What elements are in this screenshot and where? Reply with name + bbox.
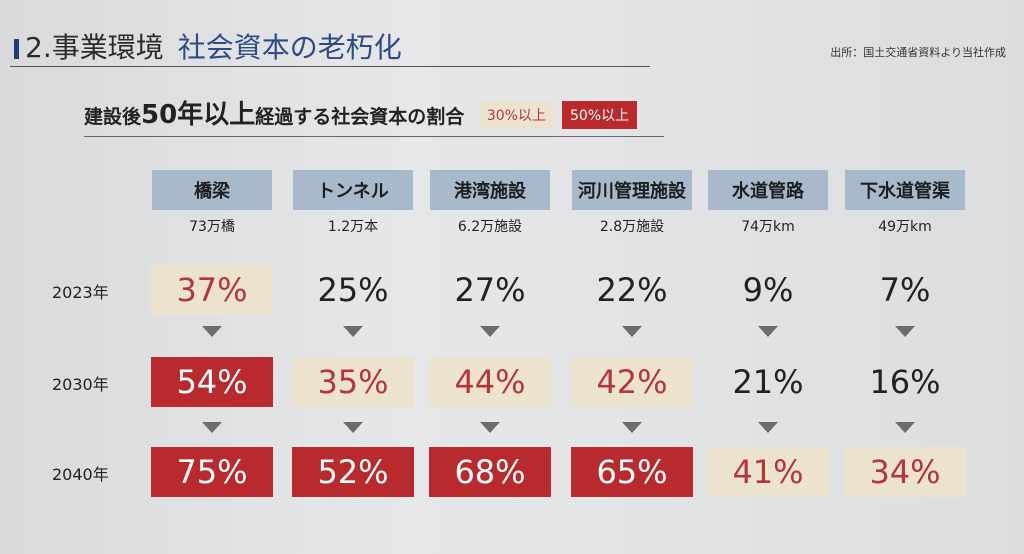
section-title: 2.事業環境 — [25, 31, 164, 64]
column-count: 74万km — [741, 219, 795, 235]
down-arrow-icon — [480, 326, 500, 337]
column-header: 橋梁 — [152, 170, 272, 210]
heading-divider — [84, 136, 664, 137]
column-count: 1.2万本 — [327, 219, 379, 235]
down-arrow-icon — [343, 326, 363, 337]
down-arrow-icon — [895, 422, 915, 433]
value-cell: 75% — [151, 447, 273, 497]
title-divider — [10, 66, 650, 67]
value-cell: 34% — [844, 447, 966, 497]
value-cell: 22% — [596, 271, 668, 309]
column-count: 2.8万施設 — [599, 219, 665, 235]
column-header: トンネル — [293, 170, 413, 210]
heading-pre: 建設後 — [84, 106, 142, 128]
column-count: 6.2万施設 — [457, 219, 523, 235]
row-year: 2040年 — [52, 465, 109, 484]
column-header: 港湾施設 — [430, 170, 550, 210]
value-cell: 25% — [317, 271, 389, 309]
down-arrow-icon — [758, 422, 778, 433]
value-cell: 9% — [742, 271, 794, 309]
value-cell: 68% — [429, 447, 551, 497]
down-arrow-icon — [202, 326, 222, 337]
row-year: 2023年 — [52, 283, 109, 302]
row-year: 2030年 — [52, 375, 109, 394]
legend-30-percent: 30%以上 — [478, 101, 554, 129]
source-note: 出所：国土交通省資料より当社作成 — [830, 46, 1006, 59]
topic-title: 社会資本の老朽化 — [177, 31, 402, 64]
heading-emphasis: 50年以上 — [141, 100, 256, 130]
value-cell: 52% — [292, 447, 414, 497]
legend-50-percent: 50%以上 — [561, 101, 638, 129]
column-count: 49万km — [878, 219, 932, 235]
column-header: 下水道管渠 — [845, 170, 965, 210]
title-accent-bar — [14, 39, 19, 59]
value-cell: 37% — [151, 265, 273, 315]
down-arrow-icon — [622, 422, 642, 433]
value-cell: 27% — [454, 271, 526, 309]
value-cell: 44% — [429, 357, 551, 407]
down-arrow-icon — [758, 326, 778, 337]
column-header: 河川管理施設 — [572, 170, 692, 210]
down-arrow-icon — [895, 326, 915, 337]
column-header: 水道管路 — [708, 170, 828, 210]
table-heading: 建設後50年以上経過する社会資本の割合 30%以上 50%以上 — [84, 94, 638, 131]
heading-post: 経過する社会資本の割合 — [255, 106, 465, 128]
down-arrow-icon — [622, 326, 642, 337]
down-arrow-icon — [202, 422, 222, 433]
value-cell: 7% — [879, 271, 931, 309]
column-count: 73万橋 — [189, 219, 235, 235]
value-cell: 41% — [707, 447, 829, 497]
down-arrow-icon — [480, 422, 500, 433]
value-cell: 21% — [732, 363, 804, 401]
value-cell: 16% — [869, 363, 941, 401]
value-cell: 54% — [151, 357, 273, 407]
value-cell: 35% — [292, 357, 414, 407]
down-arrow-icon — [343, 422, 363, 433]
value-cell: 42% — [571, 357, 693, 407]
value-cell: 65% — [571, 447, 693, 497]
page-title: 2.事業環境 社会資本の老朽化 — [14, 26, 402, 66]
